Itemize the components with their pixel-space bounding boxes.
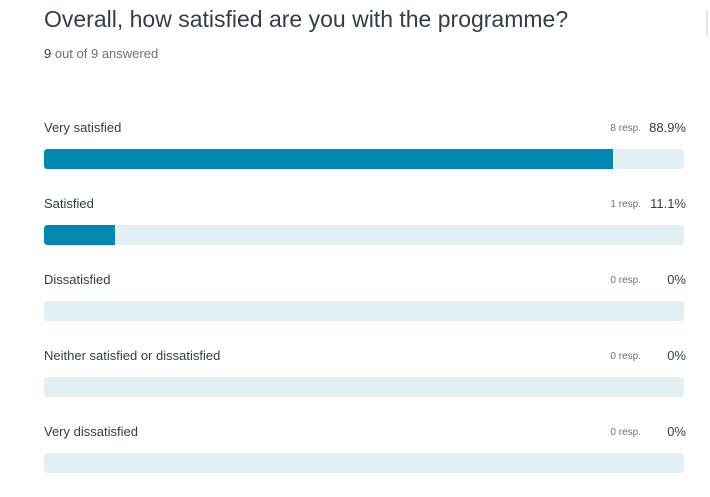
question-title: Overall, how satisfied are you with the … <box>44 6 569 32</box>
result-bar-track <box>44 453 684 473</box>
option-percent: 11.1% <box>650 196 686 211</box>
result-bar-track <box>44 301 684 321</box>
answered-summary: 9 out of 9 answered <box>44 45 158 63</box>
answered-suffix: out of 9 answered <box>51 46 159 61</box>
option-response-count: 0 resp. <box>610 427 641 438</box>
option-label: Neither satisfied or dissatisfied <box>44 348 221 363</box>
option-percent: 0% <box>667 272 686 287</box>
option-very-satisfied: Very satisfied 8 resp. 88.9% <box>44 117 686 193</box>
option-label: Very dissatisfied <box>44 424 138 439</box>
result-bar-track <box>44 149 684 169</box>
answered-count: 9 <box>44 46 52 61</box>
panel-edge-divider <box>706 10 708 36</box>
option-label: Very satisfied <box>44 120 122 135</box>
result-bar-track <box>44 225 684 245</box>
option-response-count: 1 resp. <box>610 199 641 210</box>
option-dissatisfied: Dissatisfied 0 resp. 0% <box>44 269 686 345</box>
result-bar-track <box>44 377 684 397</box>
result-bar-fill <box>44 149 613 169</box>
option-percent: 88.9% <box>649 120 686 135</box>
option-percent: 0% <box>667 348 686 363</box>
option-very-dissatisfied: Very dissatisfied 0 resp. 0% <box>44 421 686 497</box>
option-satisfied: Satisfied 1 resp. 11.1% <box>44 193 686 269</box>
option-response-count: 8 resp. <box>610 123 641 134</box>
option-response-count: 0 resp. <box>610 351 641 362</box>
result-bar-fill <box>44 225 116 245</box>
results-list: Very satisfied 8 resp. 88.9% Satisfied 1… <box>44 117 686 497</box>
option-neither: Neither satisfied or dissatisfied 0 resp… <box>44 345 686 421</box>
option-label: Satisfied <box>44 196 94 211</box>
option-response-count: 0 resp. <box>610 275 641 286</box>
option-label: Dissatisfied <box>44 272 111 287</box>
option-percent: 0% <box>667 424 686 439</box>
